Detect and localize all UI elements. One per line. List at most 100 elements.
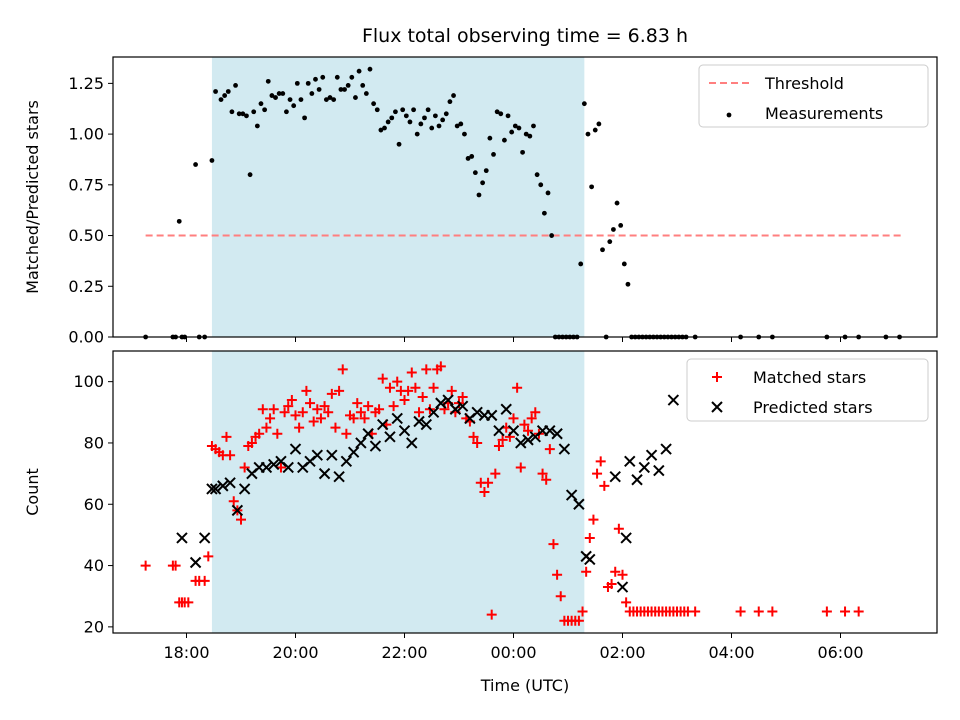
measurement-point: [611, 227, 616, 232]
measurement-point: [454, 123, 460, 129]
matched-star-point: [290, 410, 301, 421]
matched-star-point: [384, 382, 395, 393]
count-series: [140, 361, 864, 626]
matched-star-point: [352, 398, 363, 409]
predicted-star-point: [638, 461, 651, 474]
measurement-point: [527, 133, 533, 139]
measurement-point: [389, 115, 395, 121]
predicted-star-point: [347, 446, 360, 458]
measurement-point: [273, 95, 278, 100]
count-legend: Matched stars Predicted stars: [686, 358, 929, 422]
measurement-point: [213, 89, 218, 94]
measurement-point: [422, 115, 427, 121]
predicted-star-point: [485, 409, 498, 422]
matched-star-point: [374, 404, 385, 415]
observing-window-shade: [211, 351, 585, 633]
predicted-star-point: [384, 431, 396, 443]
matched-star-point: [312, 404, 323, 415]
predicted-star-point: [362, 428, 374, 440]
y-tick-label: 1.25: [68, 74, 104, 93]
measurement-point: [472, 170, 478, 176]
measurement-point: [462, 131, 467, 137]
matched-star-point: [330, 422, 341, 433]
matched-star-point: [530, 407, 541, 418]
matched-star-point: [279, 407, 290, 418]
measurement-point: [327, 95, 333, 100]
matched-star-point: [199, 575, 210, 586]
ratio-y-axis: 0.00 0.25 0.50 0.75 1.00 1.25: [68, 74, 113, 347]
measurement-point: [443, 111, 449, 117]
measurement-point: [509, 129, 515, 135]
measurement-point: [218, 97, 224, 103]
matched-star-point: [272, 428, 283, 439]
x-tick-label: 18:00: [163, 643, 209, 662]
ratio-panel: 0.00 0.25 0.50 0.75 1.00 1.25 Matched/Predict…: [23, 56, 938, 347]
matched-star-point: [421, 364, 432, 375]
measurement-point: [414, 131, 420, 137]
measurement-point: [494, 109, 500, 115]
predicted-star-point: [493, 424, 505, 437]
matched-star-point: [297, 407, 308, 418]
matched-star-point: [428, 382, 439, 393]
measurement-point: [592, 127, 598, 133]
matched-star-point: [414, 407, 425, 418]
measurement-point: [265, 78, 271, 84]
matched-star-point: [399, 395, 410, 406]
measurement-point: [516, 125, 522, 131]
measurement-point: [240, 111, 246, 117]
predicted-star-point: [391, 412, 403, 425]
measurement-point: [353, 95, 358, 100]
predicted-star-point: [376, 418, 389, 431]
matched-star-point: [388, 401, 399, 412]
measurement-point: [549, 233, 555, 238]
measurement-point: [480, 180, 486, 186]
predicted-star-point: [224, 477, 236, 489]
predicted-star-point: [238, 483, 251, 495]
predicted-star-point: [413, 415, 425, 428]
legend-box: [686, 358, 929, 422]
measurement-point: [320, 74, 326, 80]
predicted-star-point: [231, 504, 244, 517]
matched-star-point: [690, 606, 701, 617]
matched-star-point: [573, 615, 584, 626]
predicted-star-point: [340, 455, 353, 468]
matched-star-point: [140, 560, 151, 571]
y-tick-label: 100: [73, 372, 104, 391]
predicted-star-point: [198, 532, 211, 544]
x-axis-label: Time (UTC): [480, 676, 569, 695]
chart-title: Flux total observing time = 6.83 h: [362, 25, 688, 47]
measurement-point: [331, 97, 337, 103]
x-tick-label: 02:00: [599, 643, 645, 662]
measurement-point: [193, 162, 198, 167]
matched-star-point: [577, 606, 588, 617]
measurement-point: [625, 281, 631, 287]
matched-star-point: [599, 480, 610, 491]
predicted-star-point: [584, 553, 596, 566]
measurement-point: [305, 80, 311, 86]
ratio-legend: Threshold Measurements: [698, 64, 929, 128]
predicted-star-point: [645, 449, 658, 461]
legend-label: Measurements: [765, 104, 883, 123]
matched-star-point: [301, 385, 312, 396]
measurement-point: [236, 111, 242, 117]
legend-matched-swatch: [712, 372, 722, 382]
predicted-star-point: [551, 428, 563, 440]
measurement-point: [578, 261, 584, 267]
matched-star-point: [592, 468, 603, 479]
predicted-star-point: [653, 464, 665, 477]
measurement-point: [247, 172, 253, 178]
measurement-point: [222, 93, 228, 98]
predicted-star-point: [616, 581, 629, 593]
measurement-point: [309, 91, 315, 96]
matched-star-point: [613, 523, 624, 534]
predicted-star-point: [406, 437, 418, 449]
matched-star-point: [183, 597, 194, 608]
matched-star-point: [519, 419, 530, 430]
matched-star-point: [753, 606, 764, 617]
matched-star-point: [588, 514, 599, 525]
measurement-point: [302, 115, 307, 121]
measurement-point: [411, 107, 416, 113]
predicted-star-point: [435, 397, 447, 409]
matched-star-point: [483, 477, 494, 488]
